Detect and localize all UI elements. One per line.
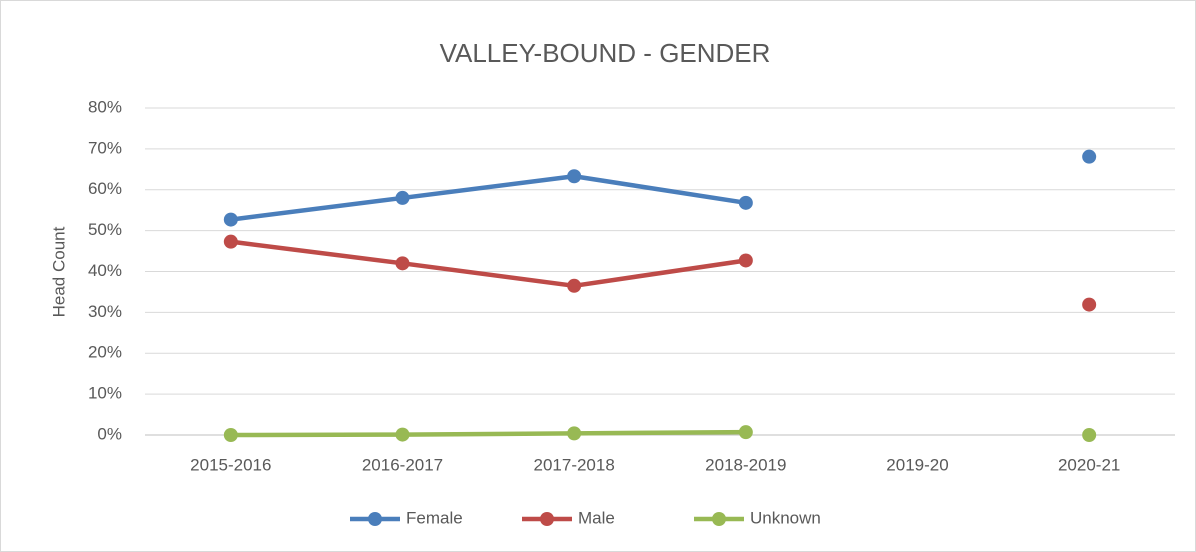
data-point <box>223 428 238 442</box>
data-point <box>1082 149 1097 164</box>
y-tick-label: 40% <box>88 261 122 280</box>
legend-marker <box>540 512 554 526</box>
y-tick-label: 20% <box>88 343 122 362</box>
chart-title: VALLEY-BOUND - GENDER <box>440 38 771 68</box>
y-tick-label: 70% <box>88 138 122 157</box>
data-point <box>738 425 753 440</box>
x-tick-label: 2020-21 <box>1058 455 1120 474</box>
legend-label: Female <box>406 508 463 527</box>
y-tick-label: 0% <box>97 424 122 443</box>
data-point <box>738 195 753 210</box>
data-point <box>1082 428 1097 442</box>
y-tick-label: 50% <box>88 220 122 239</box>
y-tick-label: 80% <box>88 97 122 116</box>
data-point <box>395 256 410 271</box>
x-tick-label: 2017-2018 <box>534 455 615 474</box>
x-tick-label: 2015-2016 <box>190 455 271 474</box>
y-tick-label: 30% <box>88 302 122 321</box>
legend-marker <box>712 512 726 526</box>
y-tick-label: 10% <box>88 384 122 403</box>
data-point <box>395 427 410 442</box>
data-point <box>738 253 753 268</box>
y-tick-label: 60% <box>88 179 122 198</box>
x-tick-label: 2018-2019 <box>705 455 786 474</box>
legend-marker <box>368 512 382 526</box>
data-point <box>567 278 582 293</box>
data-point <box>1082 297 1097 312</box>
data-point <box>223 212 238 227</box>
x-tick-label: 2019-20 <box>886 455 948 474</box>
data-point <box>567 169 582 184</box>
y-axis-label: Head Count <box>49 226 68 317</box>
legend-label: Unknown <box>750 508 821 527</box>
data-point <box>567 426 582 441</box>
legend-label: Male <box>578 508 615 527</box>
data-point <box>223 234 238 249</box>
data-point <box>395 190 410 205</box>
x-tick-label: 2016-2017 <box>362 455 443 474</box>
